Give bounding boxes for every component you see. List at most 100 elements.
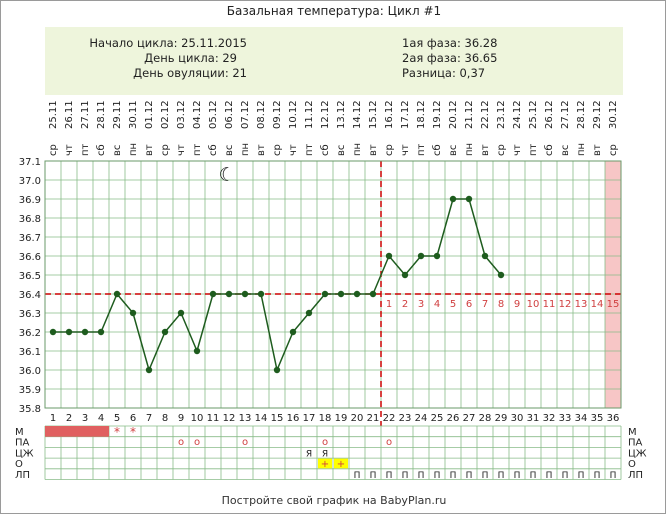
luteal-day-label: 6 [466, 299, 472, 310]
lp-mark: П [418, 471, 425, 481]
lp-mark: П [546, 471, 553, 481]
temperature-point [321, 290, 329, 298]
temperature-point [257, 290, 265, 298]
row-label-right: М [628, 427, 637, 438]
date-label: 03.12 [176, 100, 187, 129]
date-label: 23.12 [496, 100, 507, 129]
weekday-label: ср [384, 144, 395, 156]
day-number-label: 35 [591, 413, 604, 424]
day-number-label: 32 [543, 413, 556, 424]
day-number-label: 23 [399, 413, 412, 424]
luteal-day-label: 1 [386, 299, 392, 310]
y-tick-label: 36.2 [19, 328, 41, 339]
luteal-day-label: 11 [543, 299, 556, 310]
cycle-start-text: Начало цикла: 25.11.2015 [89, 36, 247, 50]
date-label: 07.12 [240, 100, 251, 129]
row-label-left: ЦЖ [15, 448, 34, 459]
luteal-day-label: 5 [450, 299, 456, 310]
weekday-label: вс [224, 145, 235, 156]
lp-mark: П [594, 471, 601, 481]
day-number-label: 7 [146, 413, 152, 424]
weekday-label: пт [80, 143, 91, 156]
lp-mark: П [610, 471, 617, 481]
y-tick-label: 35.8 [19, 404, 41, 415]
o-cell [318, 458, 332, 469]
weekday-label: пн [128, 143, 139, 156]
luteal-day-label: 9 [514, 299, 520, 310]
date-label: 21.12 [464, 100, 475, 129]
temperature-point [465, 195, 473, 203]
pa-mark: о [194, 437, 200, 448]
day-number-label: 8 [162, 413, 168, 424]
day-number-label: 10 [191, 413, 204, 424]
day-number-label: 19 [335, 413, 348, 424]
weekday-label: вс [448, 145, 459, 156]
weekday-label: ср [272, 144, 283, 156]
cj-mark: Я [322, 449, 328, 459]
bbt-chart: ср чт пт сб вс пн вт ср чт пт сб вс пн вт ср чт пт сб вс пн… [15, 100, 647, 481]
date-label: 24.12 [512, 100, 523, 129]
weekday-label: чт [512, 144, 523, 156]
lp-mark: П [450, 471, 457, 481]
highlight-column [605, 161, 621, 408]
date-label: 27.11 [80, 100, 91, 129]
day-number-label: 2 [66, 413, 72, 424]
luteal-day-label: 13 [575, 299, 588, 310]
y-tick-label: 36.8 [19, 214, 41, 225]
temperature-point [417, 252, 425, 260]
weekday-label: сб [320, 144, 331, 156]
date-label: 25.12 [528, 100, 539, 129]
date-label: 18.12 [416, 100, 427, 129]
date-label: 06.12 [224, 100, 235, 129]
day-number-label: 30 [511, 413, 524, 424]
day-number-label: 9 [178, 413, 184, 424]
temperature-point [305, 309, 313, 317]
temperature-point [449, 195, 457, 203]
menses-cell [77, 426, 93, 437]
day-number-label: 12 [223, 413, 236, 424]
date-label: 28.12 [576, 100, 587, 129]
day-number-label: 14 [255, 413, 268, 424]
day-number-label: 11 [207, 413, 220, 424]
date-label: 16.12 [384, 100, 395, 129]
weekday-label: вт [144, 144, 155, 156]
weekday-label: вт [480, 144, 491, 156]
o-mark: + [321, 459, 329, 470]
weekday-label: пт [528, 143, 539, 156]
row-label-right: О [628, 459, 636, 470]
temperature-point [193, 347, 201, 355]
temperature-point [241, 290, 249, 298]
y-tick-label: 36.7 [19, 233, 41, 244]
temperature-point [385, 252, 393, 260]
luteal-day-label: 14 [591, 299, 604, 310]
temperature-point [81, 328, 89, 336]
day-number-label: 22 [383, 413, 396, 424]
date-label: 15.12 [368, 100, 379, 129]
y-tick-label: 36.1 [19, 347, 41, 358]
date-label: 28.11 [96, 100, 107, 129]
day-number-label: 33 [559, 413, 572, 424]
weekday-label: ср [48, 144, 59, 156]
y-tick-label: 36.6 [19, 252, 41, 263]
day-number-label: 17 [303, 413, 316, 424]
phase1-text: 1ая фаза: 36.28 [402, 36, 498, 50]
y-tick-label: 35.9 [19, 385, 41, 396]
date-label: 25.11 [48, 100, 59, 129]
y-tick-label: 36.3 [19, 309, 41, 320]
pa-mark: о [178, 437, 184, 448]
y-tick-label: 36.9 [19, 195, 41, 206]
day-number-label: 3 [82, 413, 88, 424]
weekday-label: пт [192, 143, 203, 156]
date-label: 30.11 [128, 100, 139, 129]
lp-mark: П [370, 471, 377, 481]
temperature-point [225, 290, 233, 298]
temperature-point [353, 290, 361, 298]
lp-mark: П [578, 471, 585, 481]
lp-mark: П [482, 471, 489, 481]
luteal-day-label: 4 [434, 299, 440, 310]
footer-link[interactable]: Постройте свой график на BabyPlan.ru [221, 494, 447, 507]
row-label-left: О [15, 459, 23, 470]
row-label-left: ПА [15, 438, 30, 449]
row-label-left: М [15, 427, 24, 438]
